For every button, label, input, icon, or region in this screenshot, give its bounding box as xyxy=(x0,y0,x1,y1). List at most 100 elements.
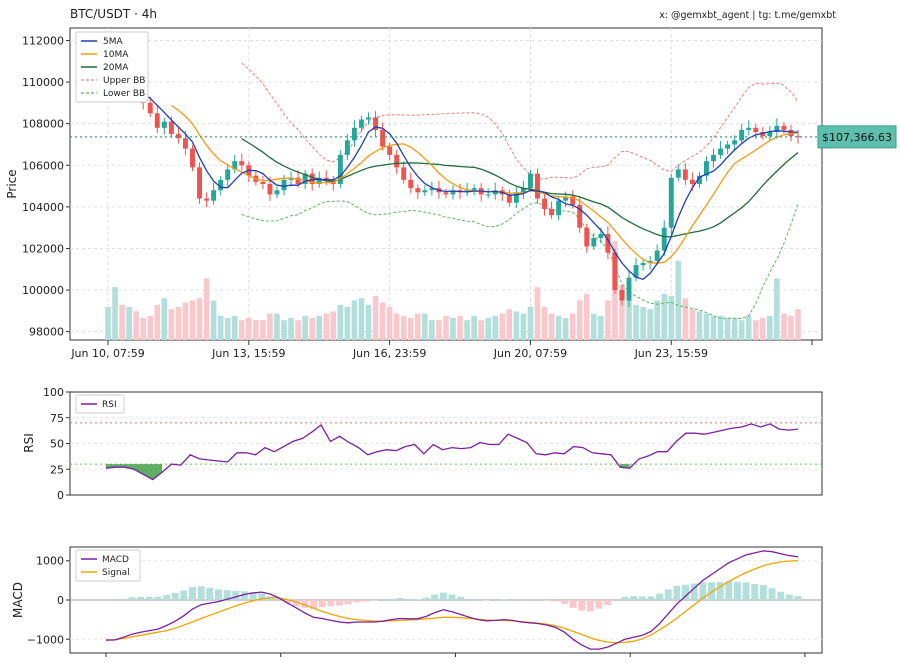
bollinger-bands xyxy=(241,62,799,320)
macd-histogram-bar xyxy=(664,589,672,600)
upper-bb-line xyxy=(241,62,799,180)
macd-histogram-bar xyxy=(682,584,690,600)
macd-histogram-bar xyxy=(431,594,439,600)
volume-bar xyxy=(576,300,583,340)
candle-body xyxy=(401,167,407,180)
macd-histogram-bar xyxy=(223,590,231,600)
macd-histogram-bar xyxy=(604,600,612,606)
rsi-line xyxy=(105,423,799,481)
candle-body xyxy=(591,238,597,247)
macd-histogram-bar xyxy=(768,588,776,600)
volume-bar xyxy=(457,315,463,340)
macd-panel: −1000 0 1000 MACD MACD Signal xyxy=(11,546,823,657)
volume-bar xyxy=(386,307,393,340)
price-axis-label: Price xyxy=(5,169,19,198)
candle-body xyxy=(366,117,371,120)
volume-bar xyxy=(344,307,351,340)
volume-bar xyxy=(569,313,576,340)
rsi-legend: RSI xyxy=(75,394,125,414)
candle-body xyxy=(288,177,294,180)
volume-bar xyxy=(323,313,330,340)
candle-body xyxy=(429,188,435,191)
volume-bar xyxy=(316,315,323,340)
volume-bar xyxy=(400,315,407,340)
macd-histogram-bar xyxy=(465,598,473,600)
volume-bar xyxy=(422,313,428,340)
macd-y-tick-label: 1000 xyxy=(36,555,64,568)
volume-bar xyxy=(752,320,759,340)
candle-body xyxy=(485,194,491,196)
candle-body xyxy=(689,179,695,184)
macd-histogram-bar xyxy=(483,600,491,601)
volume-bar xyxy=(337,304,344,340)
volume-bar xyxy=(372,296,379,340)
macd-histogram-bar xyxy=(690,583,698,600)
candle-body xyxy=(161,121,167,128)
macd-histogram-bar xyxy=(673,585,681,600)
legend-10ma-label: 10MA xyxy=(103,50,129,60)
macd-histogram-bar xyxy=(145,596,153,600)
candle-body xyxy=(718,148,724,155)
volume-bar xyxy=(781,313,787,340)
volume-bar xyxy=(358,298,365,340)
candle-body xyxy=(316,177,322,184)
candle-body xyxy=(359,119,364,128)
legend-upper-bb-label: Upper BB xyxy=(103,76,145,86)
rsi-oversold-area xyxy=(106,464,163,480)
macd-histogram-bar xyxy=(751,583,759,600)
volume-bar xyxy=(520,313,527,340)
candle-body xyxy=(450,190,456,195)
price-y-tick-label: 104000 xyxy=(22,201,64,214)
macd-lines xyxy=(105,550,799,650)
candle-body xyxy=(584,227,590,247)
candle-body xyxy=(640,263,646,266)
price-panel: 98000 100000 102000 104000 106000 108000 11000… xyxy=(5,27,897,360)
volume-bar xyxy=(119,304,125,340)
macd-histogram-bar xyxy=(154,596,162,600)
volume-bar xyxy=(731,318,738,340)
volume-bar xyxy=(175,307,182,340)
volume-bar xyxy=(429,320,435,340)
candle-body xyxy=(154,113,160,128)
volume-bar xyxy=(499,313,506,340)
candle-body xyxy=(337,154,343,184)
volume-bar xyxy=(548,313,555,340)
macd-histogram-bar xyxy=(292,600,300,606)
credit-text: x: @gemxbt_agent | tg: t.me/gemxbt xyxy=(659,10,836,21)
macd-histogram-bar xyxy=(457,596,465,600)
volume-bar xyxy=(640,307,646,340)
volume-bar xyxy=(168,309,175,340)
volume-bar xyxy=(717,315,724,340)
candle-body xyxy=(225,169,231,180)
macd-histogram-bar xyxy=(163,594,171,600)
candle-body xyxy=(175,134,181,139)
candle-body xyxy=(570,196,576,205)
macd-histogram-bar xyxy=(699,582,707,600)
candle-body xyxy=(711,154,716,162)
volume-bar xyxy=(471,315,477,340)
macd-histogram-bar xyxy=(344,600,352,605)
candle-body xyxy=(725,144,731,149)
macd-histogram-bar xyxy=(240,591,248,600)
candle-body xyxy=(612,252,618,291)
macd-histogram-bar xyxy=(777,591,785,600)
rsi-y-tick-label: 75 xyxy=(50,412,64,425)
candle-body xyxy=(535,173,540,199)
macd-histogram-bar xyxy=(638,596,646,600)
macd-histogram-bar xyxy=(171,592,179,600)
macd-histogram-bar xyxy=(725,581,733,600)
volume-bar xyxy=(274,313,280,340)
macd-y-tick-label: 0 xyxy=(57,594,64,607)
volume-bar xyxy=(196,298,203,340)
macd-histogram-bar xyxy=(258,593,266,600)
macd-histogram-bar xyxy=(387,598,395,600)
volume-bar xyxy=(583,293,590,340)
volume-bar xyxy=(224,318,231,340)
candle-body xyxy=(309,173,315,184)
volume-bar xyxy=(527,307,534,340)
macd-histogram-bar xyxy=(327,600,335,607)
volume-bar xyxy=(238,320,245,340)
volume-bar xyxy=(133,311,139,340)
volume-bar xyxy=(710,315,717,340)
volume-bar xyxy=(626,300,632,340)
